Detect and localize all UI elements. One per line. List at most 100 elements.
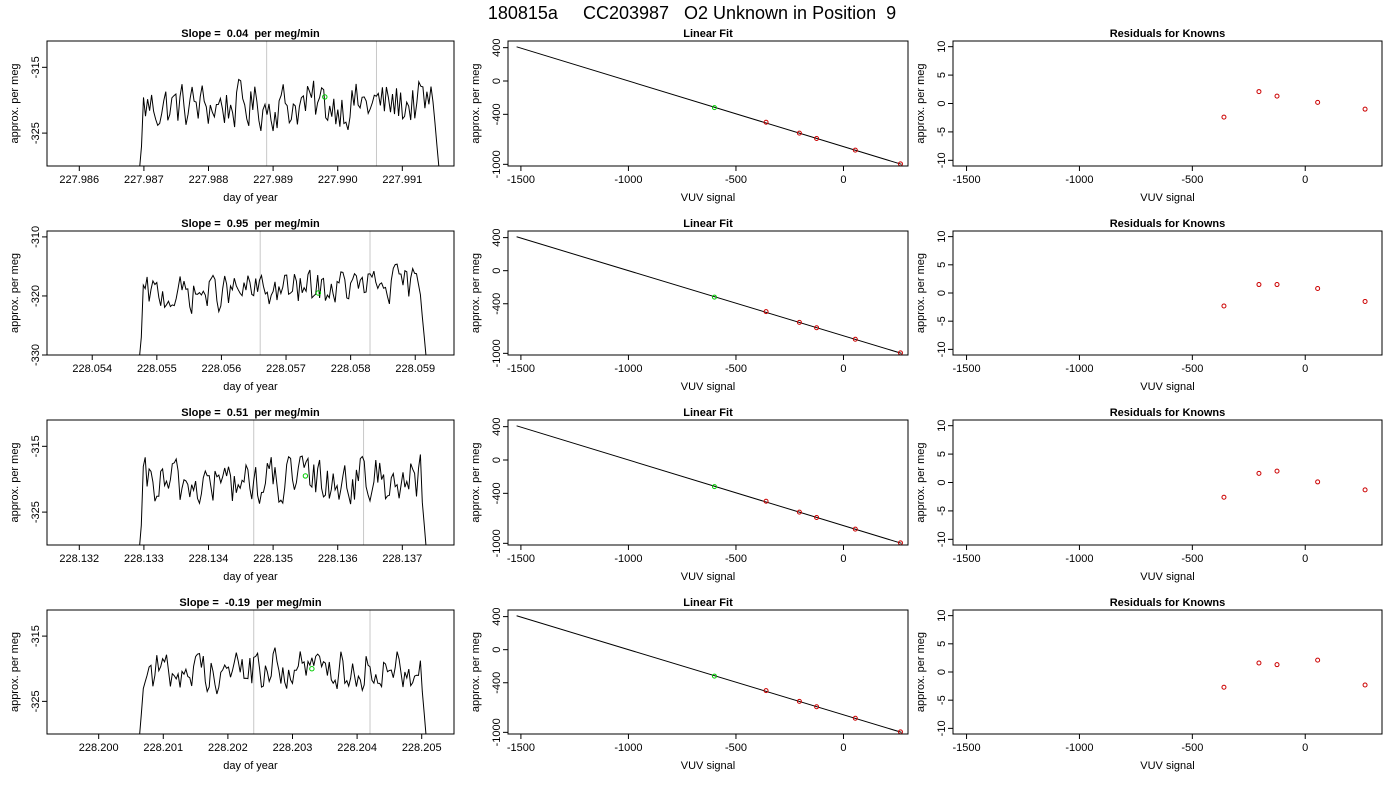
panel-3-1: Slope = 0.51 per meg/min 228.132 228.133 22… xyxy=(9,407,455,583)
y-axis-label: approx. per meg xyxy=(9,442,21,522)
panel-title: Linear Fit xyxy=(683,218,733,230)
known-point xyxy=(1315,99,1321,105)
plot-area xyxy=(516,425,903,545)
plot-frame xyxy=(46,40,455,167)
known-point xyxy=(814,704,820,710)
x-tick-label: 228.201 xyxy=(143,742,183,754)
unknown-point xyxy=(309,666,315,672)
x-tick-label: -500 xyxy=(1181,742,1203,754)
x-tick-label: -500 xyxy=(725,742,747,754)
x-tick-label: 228.055 xyxy=(137,363,177,375)
x-axis-label: VUV signal xyxy=(681,571,735,583)
panel-title: Slope = -0.19 per meg/min xyxy=(179,597,321,609)
x-tick-label: -1000 xyxy=(1065,363,1093,375)
known-point xyxy=(1362,298,1368,304)
panel-3-3: Residuals for Knowns -1500 -1000 -500 0 10 5 0 -… xyxy=(915,407,1383,583)
panel-1-2: Linear Fit -1500 -1000 -500 0 400 0 -400 -1000 VU… xyxy=(470,28,909,204)
known-point xyxy=(852,715,858,721)
plot-area xyxy=(1221,282,1368,309)
panel-4-2: Linear Fit -1500 -1000 -500 0 400 0 -400 -1000 VU… xyxy=(470,597,909,772)
panel-title: Linear Fit xyxy=(683,407,733,419)
panel-1-1: Slope = 0.04 per meg/min 227.986 227.987 22… xyxy=(9,28,455,204)
known-point xyxy=(1362,487,1368,493)
x-axis-label: day of year xyxy=(223,760,278,772)
x-tick-label: 228.204 xyxy=(337,742,377,754)
x-tick-label: 228.134 xyxy=(189,553,229,565)
y-tick-label: -5 xyxy=(936,316,948,326)
x-tick-label: -1000 xyxy=(614,742,642,754)
y-tick-label: 10 xyxy=(936,41,948,53)
panel-title: Slope = 0.04 per meg/min xyxy=(181,28,320,40)
y-tick-label: -400 xyxy=(491,103,503,125)
x-tick-label: 228.133 xyxy=(124,553,164,565)
panel-grid: Slope = 0.04 per meg/min 227.986 227.987 22… xyxy=(9,28,1383,772)
known-point xyxy=(1274,282,1280,288)
y-axis-label: approx. per meg xyxy=(9,63,21,143)
known-point xyxy=(763,309,769,315)
x-tick-label: -500 xyxy=(725,174,747,186)
x-axis-label: day of year xyxy=(223,571,278,583)
x-tick-label: 227.986 xyxy=(59,174,99,186)
known-point xyxy=(1256,660,1262,666)
panel-title: Slope = 0.95 per meg/min xyxy=(181,218,320,230)
y-tick-label: -5 xyxy=(936,127,948,137)
known-point xyxy=(1256,470,1262,476)
known-point xyxy=(1221,494,1227,500)
known-point xyxy=(763,688,769,694)
known-point xyxy=(852,147,858,153)
y-tick-label: -1000 xyxy=(491,529,503,557)
known-point xyxy=(796,130,802,136)
y-tick-label: 0 xyxy=(491,268,503,274)
x-tick-label: -1000 xyxy=(614,363,642,375)
y-axis-label: approx. per meg xyxy=(470,632,482,712)
x-axis-label: day of year xyxy=(223,381,278,393)
fit-line xyxy=(516,46,902,165)
x-tick-label: -500 xyxy=(1181,553,1203,565)
panel-2-2: Linear Fit -1500 -1000 -500 0 400 0 -400 -1000 VU… xyxy=(470,218,909,393)
y-tick-label: -315 xyxy=(30,56,42,78)
data-trace xyxy=(139,454,427,545)
x-tick-label: 0 xyxy=(1302,742,1308,754)
known-point xyxy=(1221,114,1227,120)
known-point xyxy=(1221,303,1227,309)
panel-1-3: Residuals for Knowns -1500 -1000 -500 0 10 5 0 -… xyxy=(915,28,1383,204)
x-tick-label: 228.202 xyxy=(208,742,248,754)
known-point xyxy=(796,509,802,515)
y-tick-label: -325 xyxy=(30,501,42,523)
fit-line xyxy=(516,615,902,733)
y-tick-label: 0 xyxy=(936,479,948,485)
y-tick-label: 400 xyxy=(491,607,503,625)
known-point xyxy=(1315,285,1321,291)
panel-3-2: Linear Fit -1500 -1000 -500 0 400 0 -400 -1000 VU… xyxy=(470,407,909,583)
x-tick-label: 227.989 xyxy=(253,174,293,186)
known-point xyxy=(763,498,769,504)
x-tick-label: 0 xyxy=(840,553,846,565)
x-tick-label: -1000 xyxy=(1065,174,1093,186)
known-point xyxy=(1274,93,1280,99)
y-tick-label: 0 xyxy=(491,457,503,463)
x-axis-label: VUV signal xyxy=(681,381,735,393)
known-point xyxy=(1256,89,1262,95)
plot-area xyxy=(1221,89,1368,120)
plot-frame xyxy=(952,419,1383,546)
panel-title: Residuals for Knowns xyxy=(1110,218,1226,230)
plot-frame xyxy=(46,230,455,356)
plot-frame xyxy=(952,609,1383,735)
y-tick-label: -10 xyxy=(936,531,948,547)
x-tick-label: 228.056 xyxy=(202,363,242,375)
unknown-point xyxy=(711,294,717,300)
plot-frame xyxy=(507,609,909,735)
known-point xyxy=(1256,282,1262,288)
known-point xyxy=(852,526,858,532)
known-point xyxy=(814,515,820,520)
unknown-point xyxy=(302,473,309,479)
plot-area xyxy=(1221,468,1368,500)
x-tick-label: 0 xyxy=(840,363,846,375)
unknown-point xyxy=(711,673,717,679)
y-tick-label: 0 xyxy=(936,290,948,296)
y-tick-label: -10 xyxy=(936,341,948,357)
x-tick-label: 0 xyxy=(1302,174,1308,186)
x-tick-label: -1500 xyxy=(952,553,980,565)
plot-area xyxy=(516,615,903,734)
x-tick-label: 228.058 xyxy=(331,363,371,375)
